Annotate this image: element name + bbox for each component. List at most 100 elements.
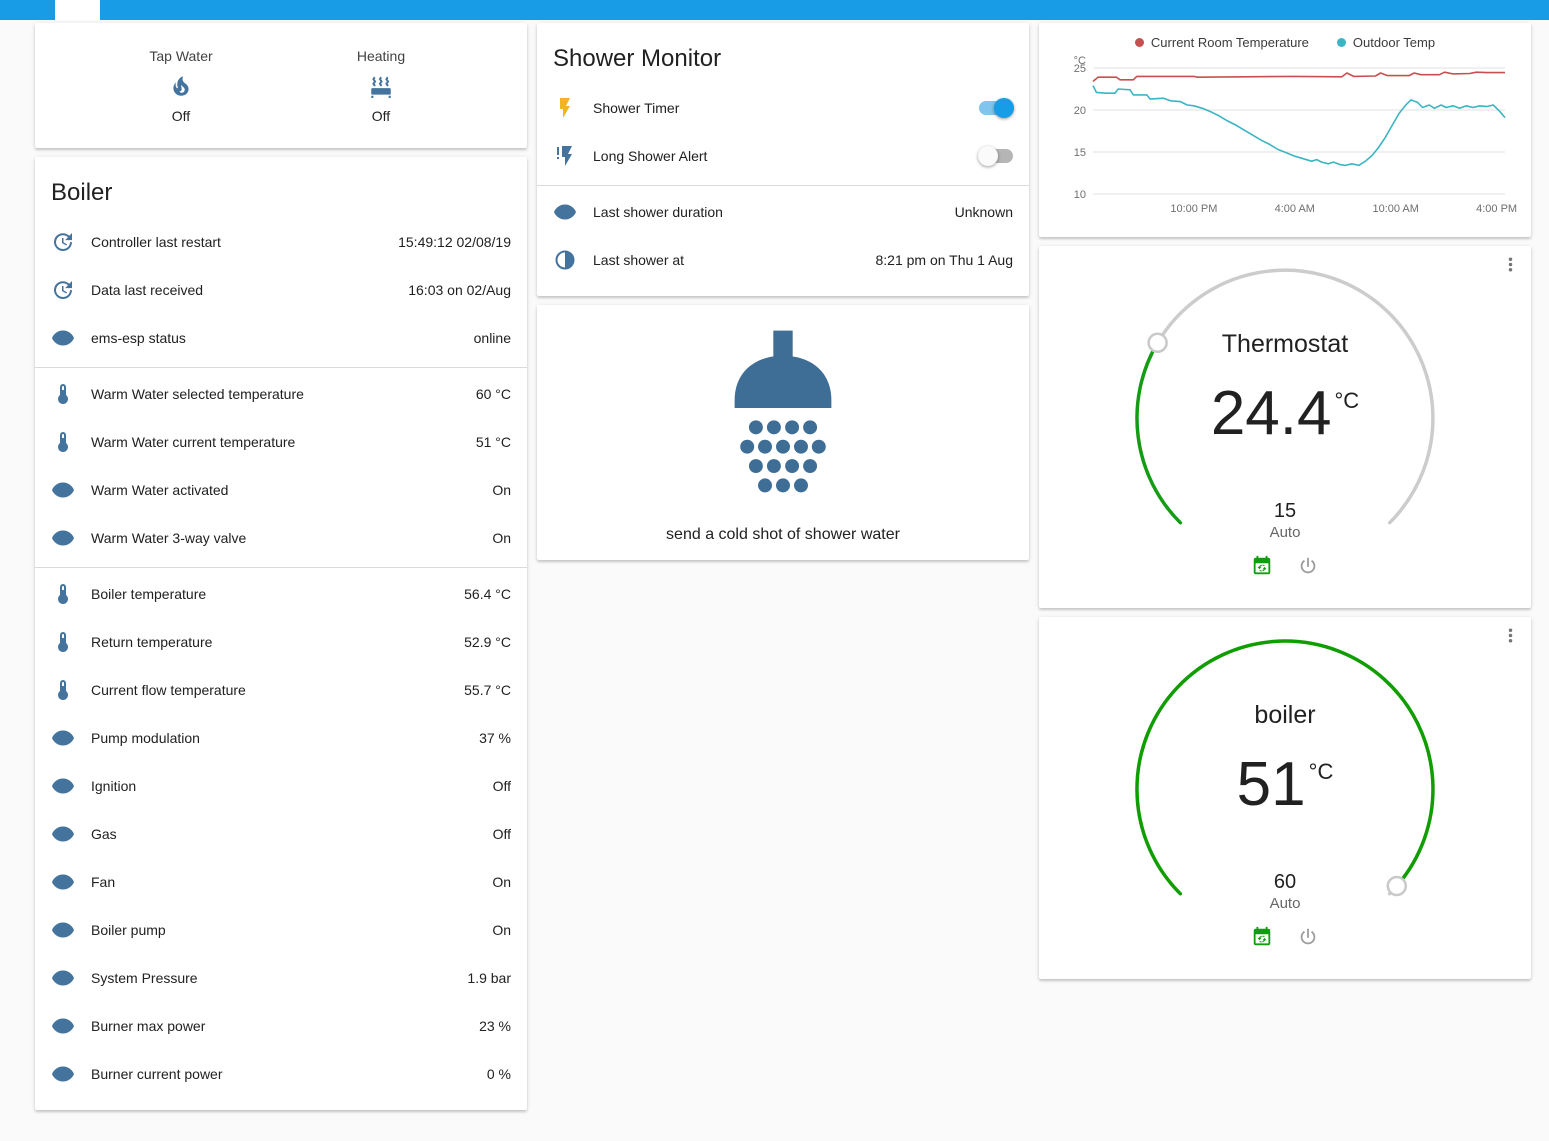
entity-value: 60 °C (475, 386, 511, 403)
entity-row[interactable]: Controller last restart 15:49:12 02/08/1… (35, 218, 527, 266)
fire-icon (168, 73, 194, 99)
shower-monitor-title: Shower Monitor (553, 45, 722, 72)
thermostat-card: Thermostat 24.4 °C 15 Auto (1039, 246, 1531, 608)
entity-value: Unknown (954, 204, 1013, 221)
svg-text:25: 25 (1074, 63, 1086, 75)
toggle-switch[interactable] (979, 97, 1014, 118)
thermometer-icon (51, 630, 75, 654)
shower-head-icon (683, 319, 883, 502)
glance-state: Off (171, 107, 191, 124)
entity-row[interactable]: Current flow temperature 55.7 °C (35, 666, 527, 714)
entity-value: 56.4 °C (464, 586, 511, 603)
picture-caption: send a cold shot of shower water (666, 525, 900, 543)
active-tab-indicator[interactable] (55, 0, 100, 20)
more-menu-icon[interactable] (1500, 254, 1521, 280)
entity-row[interactable]: Last shower at 8:21 pm on Thu 1 Aug (537, 236, 1029, 284)
entity-value: 51 °C (475, 433, 511, 450)
boiler-dial-wrap: boiler 51 °C 60 Auto (1120, 629, 1450, 967)
entity-name: Warm Water current temperature (91, 433, 296, 450)
entity-row[interactable]: Pump modulation 37 % (35, 714, 527, 762)
shower-picture-card[interactable]: send a cold shot of shower water (537, 304, 1029, 560)
entity-row[interactable]: Burner max power 23 % (35, 1002, 527, 1050)
column-right: Current Room Temperature Outdoor Temp 25 2… (1039, 23, 1531, 1110)
tapwater-heating-card: Tap Water Off Heating Off (35, 23, 527, 148)
eye-icon (51, 526, 75, 550)
entity-value: On (492, 529, 511, 546)
entity-value: 23 % (479, 1017, 511, 1034)
clock-restart-icon (51, 278, 75, 302)
entity-value: On (492, 873, 511, 890)
power-icon[interactable] (1297, 926, 1319, 948)
entity-row[interactable]: Shower Timer (537, 84, 1029, 132)
toggle-switch[interactable] (978, 145, 1013, 166)
entity-row[interactable]: Long Shower Alert (537, 132, 1029, 180)
entity-value: 1.9 bar (467, 969, 511, 986)
calendar-sync-icon[interactable] (1251, 926, 1273, 948)
glance-name: Tap Water (149, 47, 213, 64)
entity-value: 15:49:12 02/08/19 (398, 233, 511, 250)
entity-value: On (492, 921, 511, 938)
entity-row[interactable]: Last shower duration Unknown (537, 184, 1029, 236)
entity-row[interactable]: Warm Water current temperature 51 °C (35, 418, 527, 466)
more-menu-icon[interactable] (1500, 625, 1521, 651)
dial-knob[interactable] (1386, 875, 1408, 897)
glance-item[interactable]: Tap Water Off (81, 33, 281, 138)
entity-value: 55.7 °C (464, 681, 511, 698)
svg-text:15: 15 (1074, 147, 1086, 159)
dial-actions (1120, 555, 1450, 577)
dial-knob[interactable] (1147, 332, 1168, 353)
eye-icon (51, 326, 75, 350)
svg-text:10:00 PM: 10:00 PM (1170, 203, 1217, 215)
eye-icon (51, 774, 75, 798)
flash-alert-icon (553, 144, 577, 168)
entity-row[interactable]: ems-esp status online (35, 314, 527, 362)
entity-row[interactable]: Ignition Off (35, 762, 527, 810)
moon-icon (553, 248, 577, 272)
entity-row[interactable]: Warm Water activated On (35, 466, 527, 514)
boiler-card-title: Boiler (51, 179, 113, 206)
entity-row[interactable]: System Pressure 1.9 bar (35, 954, 527, 1002)
column-left: Tap Water Off Heating Off Boiler Control… (35, 23, 527, 1110)
eye-icon (553, 200, 577, 224)
entity-value: Off (492, 777, 511, 794)
eye-icon (51, 726, 75, 750)
entity-name: System Pressure (91, 969, 198, 986)
legend-label: Outdoor Temp (1352, 35, 1436, 50)
power-icon[interactable] (1297, 555, 1319, 577)
entity-name: Warm Water activated (91, 481, 229, 498)
legend-label: Current Room Temperature (1150, 35, 1309, 50)
entity-value: Off (492, 825, 511, 842)
glance-name: Heating (356, 47, 406, 64)
glance-state: Off (371, 107, 391, 124)
entity-name: Pump modulation (91, 729, 200, 746)
entity-row[interactable]: Fan On (35, 858, 527, 906)
glance-item[interactable]: Heating Off (281, 33, 481, 138)
entity-row[interactable]: Boiler temperature 56.4 °C (35, 566, 527, 618)
entity-name: Ignition (91, 777, 137, 794)
calendar-sync-icon[interactable] (1251, 555, 1273, 577)
svg-text:4:00 AM: 4:00 AM (1275, 203, 1315, 215)
entity-row[interactable]: Warm Water 3-way valve On (35, 514, 527, 562)
entity-name: Return temperature (91, 633, 213, 650)
entity-row[interactable]: Data last received 16:03 on 02/Aug (35, 266, 527, 314)
thermometer-icon (51, 382, 75, 406)
history-chart: 25 20 15 10 °C 10:00 PM 4:00 AM 10:00 AM 4:00 PM (1074, 55, 1517, 215)
entity-name: Gas (91, 825, 117, 842)
thermostat-dial[interactable] (1120, 258, 1450, 588)
entity-value: 37 % (479, 729, 511, 746)
entity-name: Boiler temperature (91, 586, 207, 603)
entity-row[interactable]: Gas Off (35, 810, 527, 858)
thermometer-icon (51, 582, 75, 606)
entity-row[interactable]: Warm Water selected temperature 60 °C (35, 366, 527, 418)
entity-row[interactable]: Burner current power 0 % (35, 1050, 527, 1098)
shower-monitor-card: Shower Monitor Shower Timer Long Shower … (537, 23, 1029, 296)
svg-text:10: 10 (1074, 189, 1086, 201)
entity-row[interactable]: Return temperature 52.9 °C (35, 618, 527, 666)
entity-row[interactable]: Boiler pump On (35, 906, 527, 954)
toggle-thumb (994, 97, 1014, 118)
eye-icon (51, 870, 75, 894)
legend-dot (1336, 38, 1346, 47)
entity-name: Burner max power (91, 1017, 206, 1034)
boiler-dial[interactable] (1120, 629, 1450, 959)
dial-actions (1120, 926, 1450, 948)
